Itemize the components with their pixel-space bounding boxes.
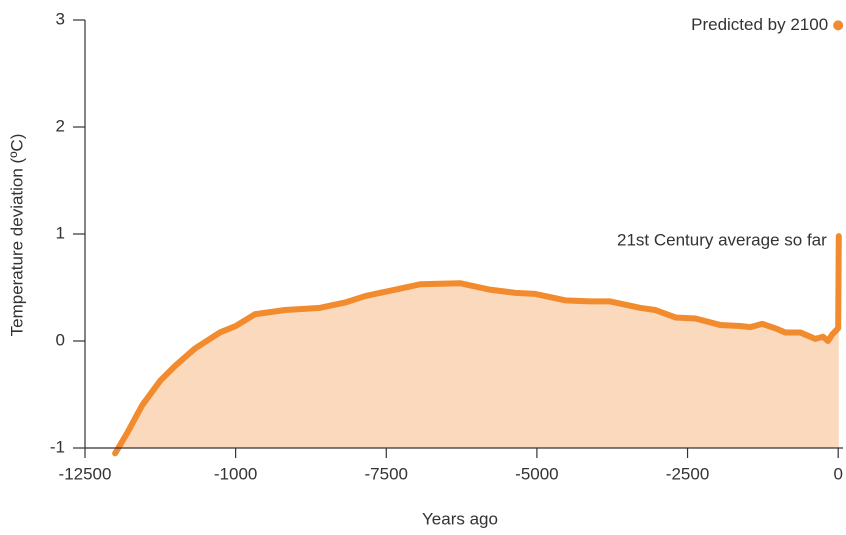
x-tick-label: -5000 bbox=[515, 464, 558, 483]
annotation: 21st Century average so far bbox=[617, 231, 827, 250]
annotation: Predicted by 2100 bbox=[691, 15, 828, 34]
y-tick-label: -1 bbox=[50, 437, 65, 456]
y-tick-label: 2 bbox=[56, 116, 65, 135]
line bbox=[112, 233, 842, 457]
x-tick-label: -12500 bbox=[59, 464, 112, 483]
y-tick-label: 3 bbox=[56, 9, 65, 28]
y-tick-label: 0 bbox=[56, 330, 65, 349]
x-axis-label: Years ago bbox=[422, 509, 498, 528]
x-tick-label: -7500 bbox=[365, 464, 408, 483]
x-tick-label: 0 bbox=[833, 464, 842, 483]
y-axis-label: Temperature deviation (ºC) bbox=[7, 134, 26, 337]
y-tick-label: 1 bbox=[56, 223, 65, 242]
x-tick-label: -2500 bbox=[666, 464, 709, 483]
x-tick-label: -1000 bbox=[214, 464, 257, 483]
area bbox=[115, 236, 839, 454]
predicted-point bbox=[833, 20, 844, 31]
